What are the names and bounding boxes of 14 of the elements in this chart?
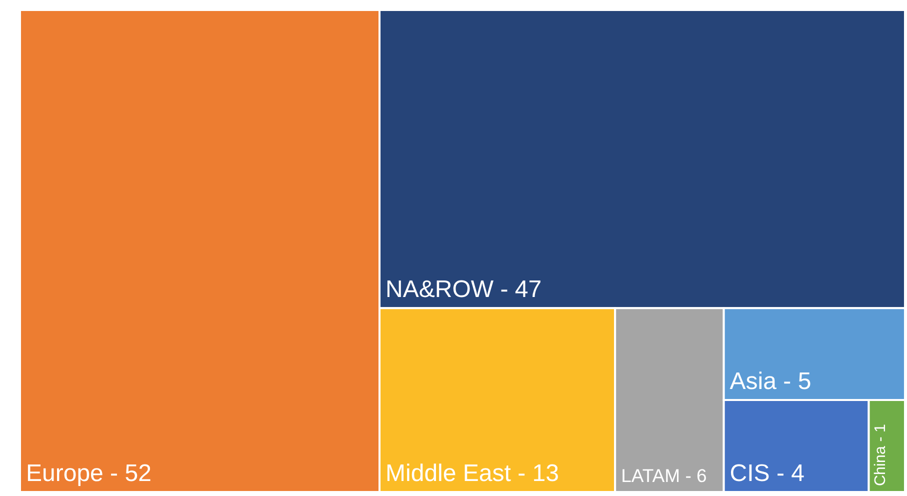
category-label: Middle East - [386,460,526,487]
data-label: 1 [872,424,889,432]
data-label: 52 [124,460,152,487]
data-label: 47 [514,276,542,304]
category-label: NA&ROW - [386,276,508,304]
data-label: 4 [791,460,804,487]
category-label: Asia - [730,368,792,396]
category-label: Europe - [26,460,118,487]
data-label: 13 [532,460,559,487]
category-label: LATAM - [621,465,692,486]
category-label: CIS - [730,460,784,487]
data-label: 6 [696,465,707,486]
data-label: 5 [798,368,812,396]
category-label: China - [872,436,889,486]
